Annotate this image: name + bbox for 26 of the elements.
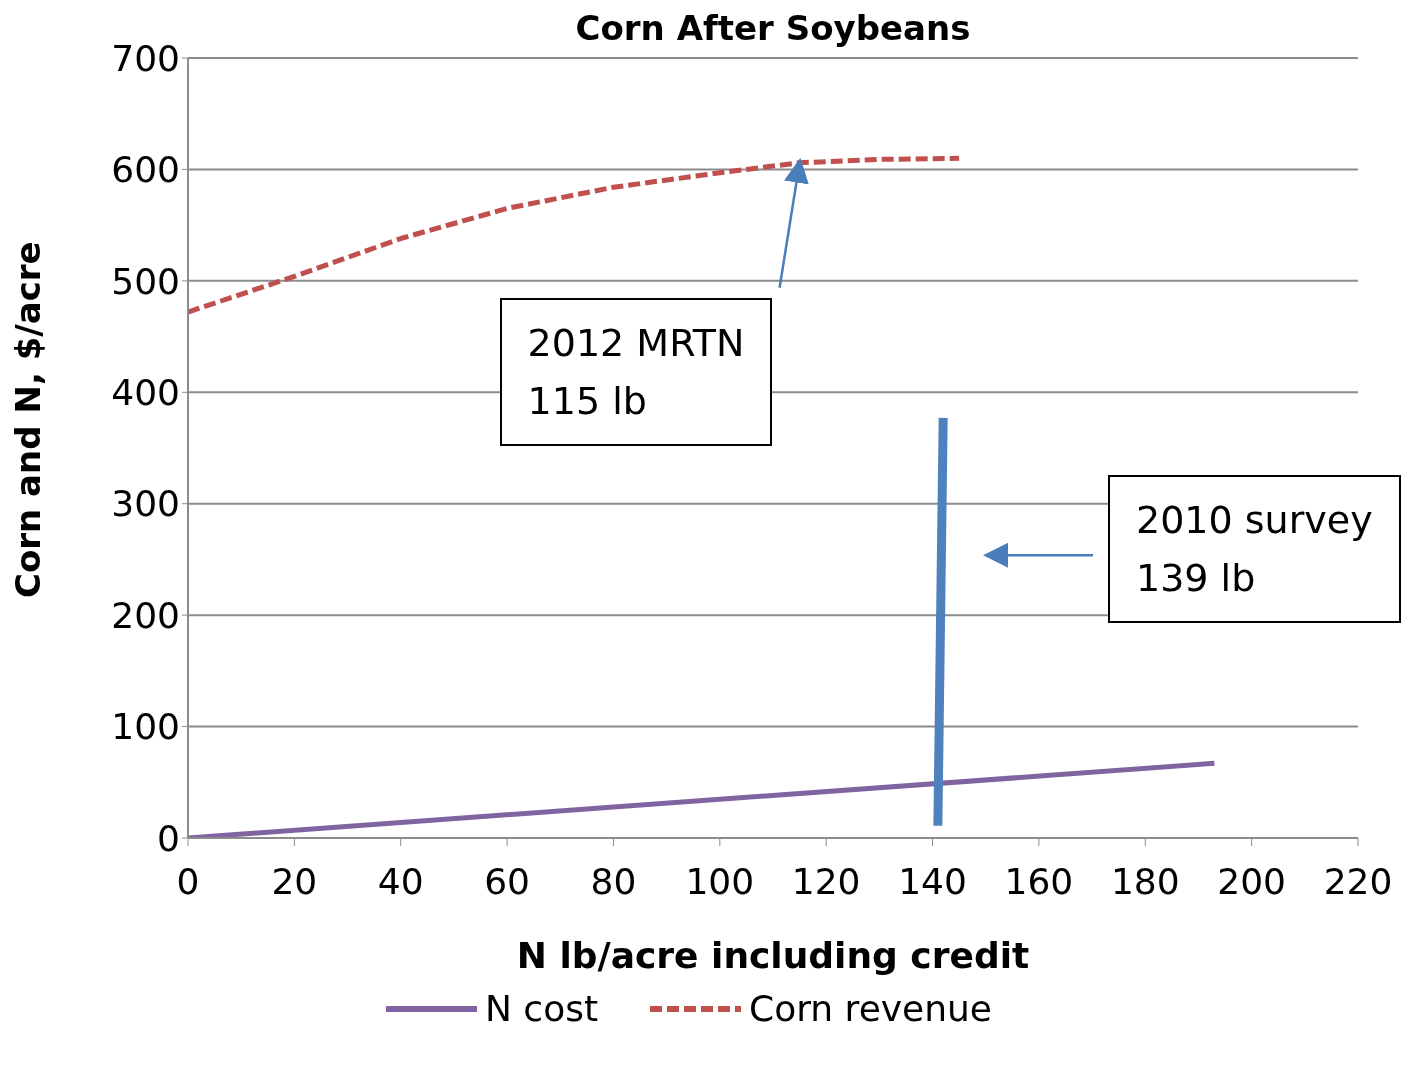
x-tick-label: 100 — [685, 860, 755, 902]
y-tick-label: 0 — [157, 817, 180, 859]
chart-title: Corn After Soybeans — [574, 8, 972, 48]
callout-box: 2010 survey 139 lb — [1108, 475, 1401, 624]
x-tick-label: 80 — [590, 860, 637, 902]
x-tick-label: 140 — [898, 860, 967, 902]
x-tick-label: 120 — [791, 860, 861, 902]
legend-label: N cost — [484, 988, 599, 1029]
x-axis-title: N lb/acre including credit — [516, 935, 1030, 976]
x-tick-label: 220 — [1323, 860, 1393, 902]
y-axis-title: Corn and N, $/acre — [8, 241, 49, 598]
x-tick-label: 20 — [271, 860, 318, 902]
y-tick-label: 200 — [111, 594, 180, 636]
y-tick-label: 100 — [111, 706, 180, 748]
y-tick-label: 600 — [111, 149, 180, 191]
x-tick-label: 200 — [1217, 860, 1286, 902]
callout-box: 2012 MRTN 115 lb — [499, 297, 773, 446]
x-tick-label: 180 — [1110, 860, 1180, 902]
y-tick-label: 300 — [111, 483, 180, 525]
y-tick-label: 700 — [111, 37, 180, 79]
y-tick-label: 500 — [111, 260, 180, 302]
x-tick-label: 40 — [377, 860, 424, 902]
legend-label: Corn revenue — [749, 988, 993, 1029]
x-tick-label: 160 — [1004, 860, 1074, 902]
x-tick-label: 60 — [484, 860, 530, 902]
y-tick-label: 400 — [111, 372, 180, 414]
